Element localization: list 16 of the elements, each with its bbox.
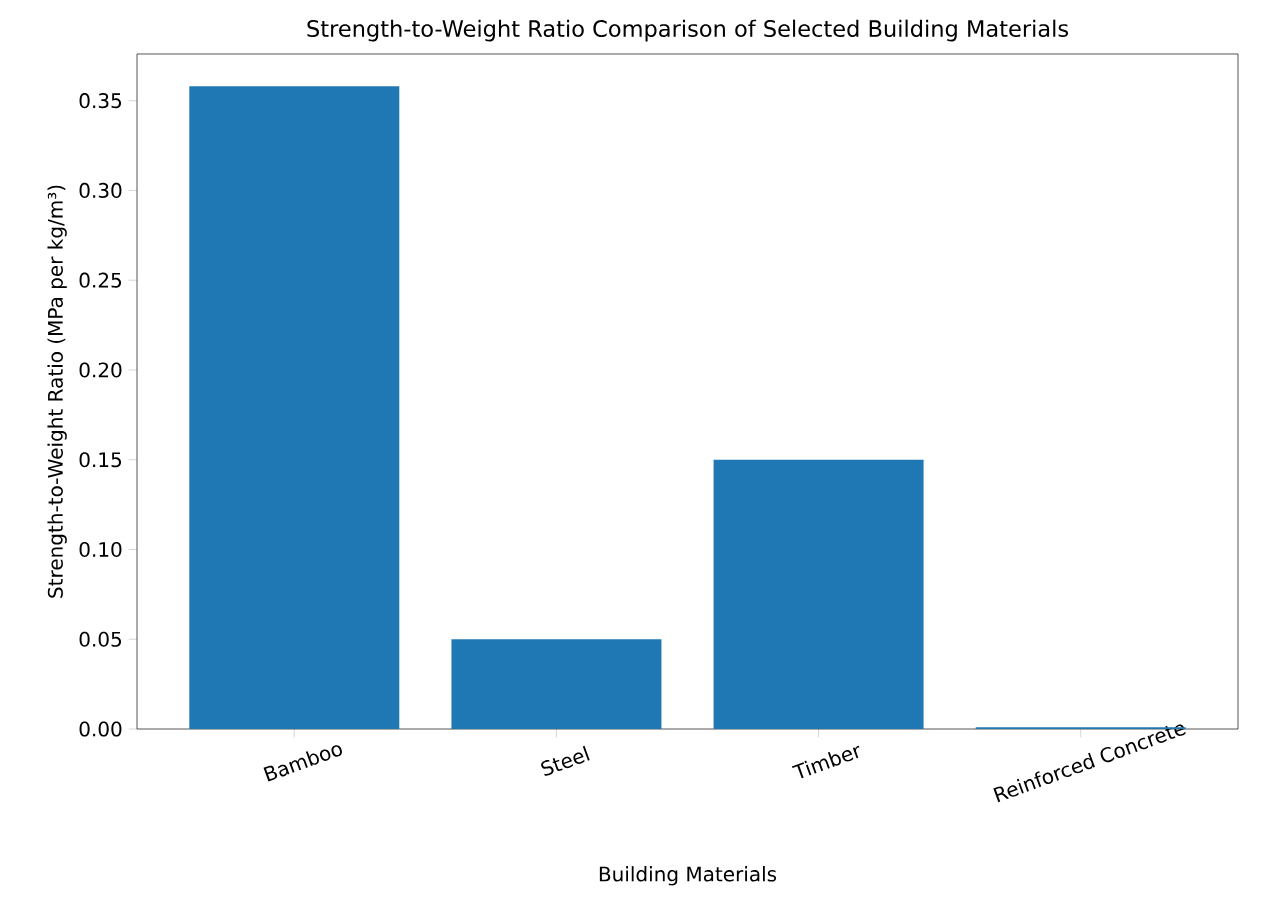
y-tick-label: 0.15 — [79, 452, 122, 468]
x-tick-label: Timber — [791, 745, 860, 779]
y-tick-label: 0.30 — [79, 182, 122, 198]
y-tick-label: 0.20 — [79, 362, 122, 378]
y-tick-label: 0.00 — [79, 721, 122, 737]
bar — [451, 639, 662, 729]
y-tick-label: 0.05 — [79, 631, 122, 647]
bar — [713, 459, 924, 729]
y-tick-label: 0.35 — [79, 93, 122, 109]
y-tick-label: 0.25 — [79, 272, 122, 288]
chart-title: Strength-to-Weight Ratio Comparison of Selected Building Materials — [307, 19, 1069, 42]
x-axis-title: Building Materials — [599, 866, 777, 886]
y-tick-label: 0.10 — [79, 541, 122, 558]
y-axis-title: Strength-to-Weight Ratio (MPa per kg/m³) — [47, 185, 67, 598]
x-tick-label: Steel — [541, 745, 590, 776]
bar — [189, 86, 400, 729]
